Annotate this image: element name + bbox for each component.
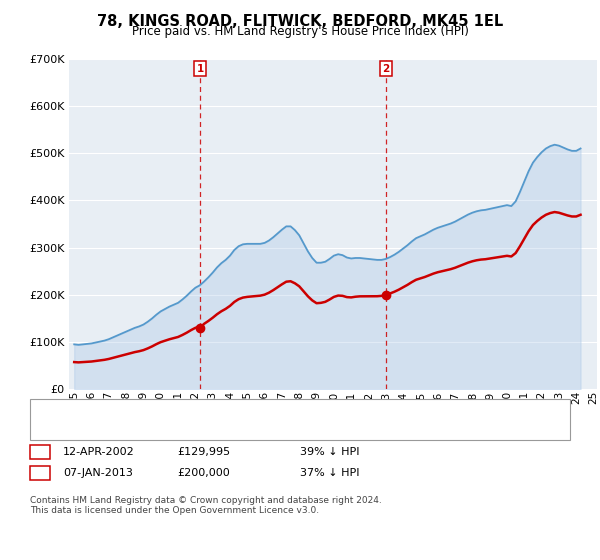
Text: £129,995: £129,995	[177, 447, 230, 457]
Text: ——: ——	[37, 403, 65, 417]
Text: 1: 1	[196, 64, 203, 74]
Text: ——: ——	[37, 422, 65, 436]
Text: 2: 2	[383, 64, 390, 74]
Text: 39% ↓ HPI: 39% ↓ HPI	[300, 447, 359, 457]
Text: 07-JAN-2013: 07-JAN-2013	[63, 468, 133, 478]
Text: £200,000: £200,000	[177, 468, 230, 478]
Text: 37% ↓ HPI: 37% ↓ HPI	[300, 468, 359, 478]
Text: 78, KINGS ROAD, FLITWICK, BEDFORD, MK45 1EL (detached house): 78, KINGS ROAD, FLITWICK, BEDFORD, MK45 …	[72, 405, 422, 415]
Text: 2: 2	[36, 466, 44, 480]
Text: Contains HM Land Registry data © Crown copyright and database right 2024.
This d: Contains HM Land Registry data © Crown c…	[30, 496, 382, 515]
Text: 12-APR-2002: 12-APR-2002	[63, 447, 135, 457]
Text: HPI: Average price, detached house, Central Bedfordshire: HPI: Average price, detached house, Cent…	[72, 424, 373, 433]
Text: 1: 1	[36, 445, 44, 459]
Text: 78, KINGS ROAD, FLITWICK, BEDFORD, MK45 1EL: 78, KINGS ROAD, FLITWICK, BEDFORD, MK45 …	[97, 14, 503, 29]
Text: Price paid vs. HM Land Registry's House Price Index (HPI): Price paid vs. HM Land Registry's House …	[131, 25, 469, 38]
